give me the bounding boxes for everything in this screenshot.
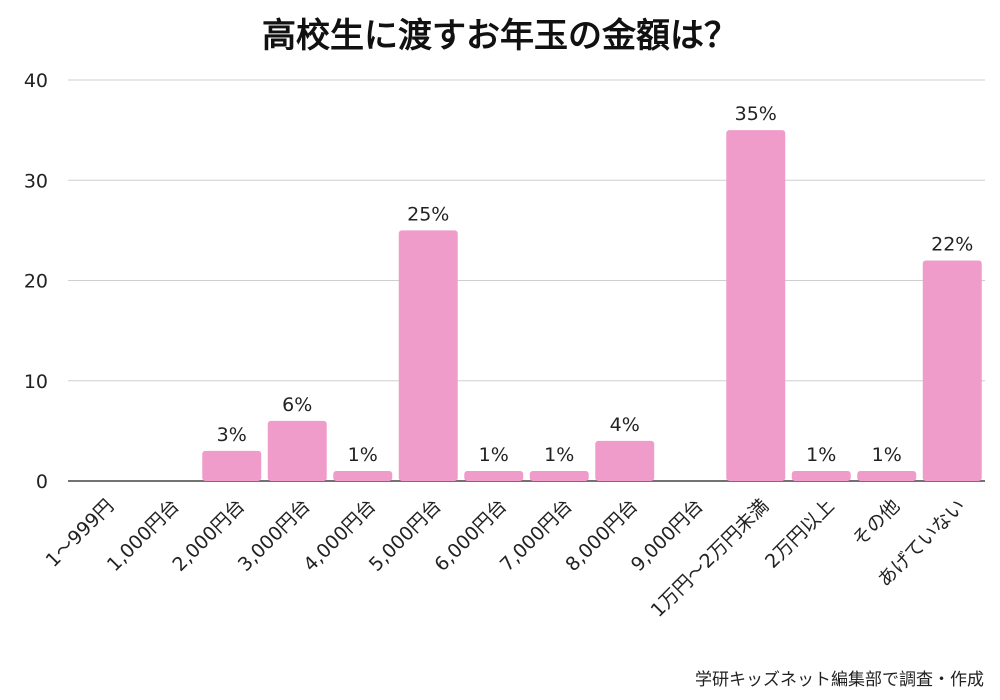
data-label: 22% bbox=[931, 233, 973, 255]
x-tick-label: 1万円〜2万円未満 bbox=[647, 495, 774, 622]
data-label: 25% bbox=[407, 203, 449, 225]
data-label: 1% bbox=[872, 444, 902, 466]
data-label: 1% bbox=[479, 444, 509, 466]
bar bbox=[267, 420, 327, 481]
data-label: 1% bbox=[348, 444, 378, 466]
bars bbox=[202, 130, 982, 481]
x-tick-label: その他 bbox=[848, 495, 904, 551]
bar bbox=[333, 470, 393, 481]
y-tick-label: 30 bbox=[24, 170, 48, 192]
data-label: 35% bbox=[735, 103, 777, 125]
data-label: 1% bbox=[544, 444, 574, 466]
bar bbox=[726, 130, 786, 481]
data-label: 6% bbox=[282, 394, 312, 416]
data-label: 4% bbox=[610, 414, 640, 436]
source-note: 学研キッズネット編集部で調査・作成 bbox=[695, 670, 984, 690]
chart-title: 高校生に渡すお年玉の金額は？ bbox=[262, 16, 738, 56]
y-tick-label: 40 bbox=[24, 70, 48, 92]
y-tick-label: 0 bbox=[36, 471, 48, 493]
grid-lines bbox=[68, 79, 985, 482]
bar bbox=[529, 470, 589, 481]
bar bbox=[595, 440, 655, 481]
bar bbox=[791, 470, 851, 481]
data-labels: 3% 6% 1% 25% 1% 1% 4% 35% 1% 1% 22% bbox=[217, 103, 974, 466]
x-tick-label: 2万円以上 bbox=[761, 495, 839, 573]
y-tick-label: 20 bbox=[24, 271, 48, 293]
data-label: 3% bbox=[217, 424, 247, 446]
bar bbox=[202, 450, 262, 481]
bar bbox=[922, 260, 982, 481]
x-axis-ticks: 1〜999円1,000円台2,000円台3,000円台4,000円台5,000円… bbox=[42, 495, 970, 622]
bar bbox=[857, 470, 917, 481]
bar bbox=[464, 470, 524, 481]
y-axis-ticks: 0 10 20 30 40 bbox=[24, 70, 48, 493]
bar bbox=[398, 230, 458, 481]
data-label: 1% bbox=[806, 444, 836, 466]
y-tick-label: 10 bbox=[24, 371, 48, 393]
